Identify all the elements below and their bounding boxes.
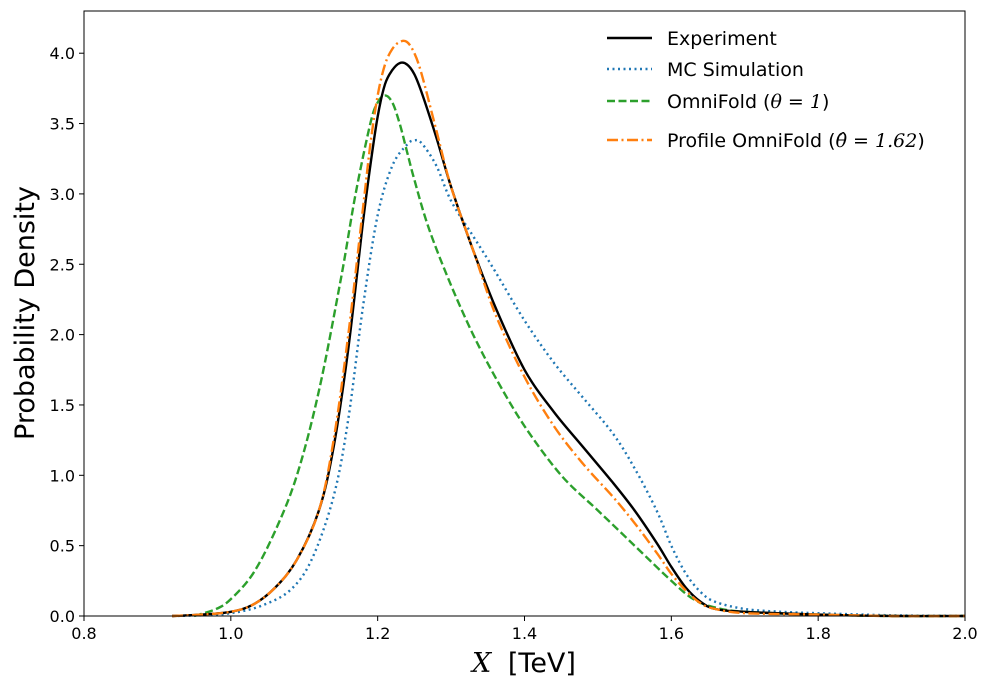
legend: Experiment MC Simulation OmniFold (θ = 1) P… — [607, 28, 925, 152]
y-tick-label: 0.5 — [50, 537, 75, 556]
legend-label: Profile OmniFold (θ̂ = 1.62) — [667, 130, 925, 152]
y-axis-ticks: 0.0 0.5 1.0 1.5 2.0 2.5 3.0 3.5 4.0 — [50, 44, 84, 626]
x-tick-label: 1.0 — [218, 624, 243, 643]
x-tick-label: 2.0 — [952, 624, 977, 643]
legend-label: Experiment — [667, 28, 777, 50]
y-tick-label: 1.5 — [50, 396, 75, 415]
series-lines — [172, 39, 966, 618]
x-axis-title: X [TeV] — [470, 648, 576, 679]
legend-label: OmniFold (θ = 1) — [667, 91, 829, 113]
y-tick-label: 4.0 — [50, 44, 75, 63]
x-axis-unit: [TeV] — [508, 648, 576, 679]
legend-label: MC Simulation — [667, 59, 804, 81]
x-tick-label: 1.4 — [512, 624, 537, 643]
y-axis-title: Probability Density — [10, 186, 41, 440]
series-line-experiment — [172, 61, 966, 618]
y-tick-label: 2.0 — [50, 326, 75, 345]
series-line-profile-omnifold-1-62 — [172, 39, 966, 618]
x-tick-label: 1.6 — [659, 624, 684, 643]
plot-frame — [83, 10, 966, 617]
x-axis-ticks: 0.8 1.0 1.2 1.4 1.6 1.8 2.0 — [71, 616, 978, 643]
series-line-omnifold-1 — [193, 94, 966, 618]
x-tick-label: 0.8 — [71, 624, 96, 643]
x-axis-symbol: X — [470, 648, 493, 679]
y-tick-label: 1.0 — [50, 466, 75, 485]
y-tick-label: 0.0 — [50, 607, 75, 626]
x-tick-label: 1.8 — [805, 624, 830, 643]
y-tick-label: 3.5 — [50, 115, 75, 134]
y-tick-label: 3.0 — [50, 185, 75, 204]
y-tick-label: 2.5 — [50, 255, 75, 274]
x-tick-label: 1.2 — [365, 624, 390, 643]
series-line-mc-simulation — [172, 138, 966, 618]
